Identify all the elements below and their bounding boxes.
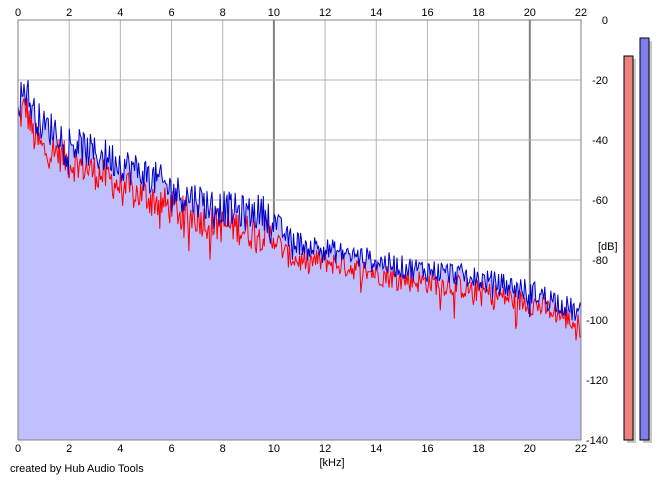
y-tick-label: 0 bbox=[602, 15, 608, 27]
y-tick-label: -140 bbox=[586, 435, 608, 447]
x-tick-label-top: 4 bbox=[117, 7, 123, 19]
plot-frame bbox=[17, 19, 582, 441]
series-line-blue bbox=[17, 80, 582, 321]
level-meter-blue bbox=[639, 37, 650, 441]
spectrum-lines bbox=[17, 80, 582, 341]
y-tick-label: -60 bbox=[592, 195, 608, 207]
credit-text: created by Hub Audio Tools bbox=[10, 463, 144, 475]
x-tick-label-top: 10 bbox=[268, 7, 280, 19]
x-tick-label-bottom: 4 bbox=[117, 443, 123, 455]
x-tick-label-top: 14 bbox=[370, 7, 382, 19]
x-axis-label: [kHz] bbox=[319, 457, 344, 469]
x-tick-label-top: 6 bbox=[168, 7, 174, 19]
x-tick-label-bottom: 0 bbox=[15, 443, 21, 455]
series-line-red bbox=[17, 97, 581, 341]
x-tick-label-top: 2 bbox=[66, 7, 72, 19]
x-tick-label-bottom: 8 bbox=[220, 443, 226, 455]
x-axis-bottom: 0 2 4 6 8 10 12 14 16 18 20 22 bbox=[15, 443, 587, 455]
x-tick-label-top: 12 bbox=[319, 7, 331, 19]
x-tick-label-bottom: 12 bbox=[319, 443, 331, 455]
x-tick-label-bottom: 6 bbox=[168, 443, 174, 455]
y-tick-label: -20 bbox=[592, 75, 608, 87]
x-tick-label-top: 16 bbox=[421, 7, 433, 19]
x-tick-label-top: 8 bbox=[220, 7, 226, 19]
x-tick-label-bottom: 2 bbox=[66, 443, 72, 455]
y-axis: 0 -20 -40 -60 -80 -100 -120 -140 bbox=[586, 15, 608, 447]
level-meter-red bbox=[623, 55, 634, 441]
x-tick-label-bottom: 16 bbox=[421, 443, 433, 455]
x-tick-label-top: 22 bbox=[575, 7, 587, 19]
y-tick-label: -120 bbox=[586, 375, 608, 387]
x-tick-label-top: 0 bbox=[15, 7, 21, 19]
x-tick-label-bottom: 22 bbox=[575, 443, 587, 455]
x-tick-label-bottom: 20 bbox=[524, 443, 536, 455]
y-tick-label: -40 bbox=[592, 135, 608, 147]
x-tick-label-bottom: 14 bbox=[370, 443, 382, 455]
x-tick-label-bottom: 18 bbox=[473, 443, 485, 455]
y-tick-label: -100 bbox=[586, 315, 608, 327]
y-axis-label: [dB] bbox=[598, 241, 618, 253]
level-meters bbox=[623, 37, 652, 443]
x-tick-label-bottom: 10 bbox=[268, 443, 280, 455]
x-axis-top: 0 2 4 6 8 10 12 14 16 18 20 22 bbox=[15, 7, 587, 19]
x-tick-label-top: 18 bbox=[473, 7, 485, 19]
y-tick-label: -80 bbox=[592, 255, 608, 267]
x-tick-label-top: 20 bbox=[524, 7, 536, 19]
